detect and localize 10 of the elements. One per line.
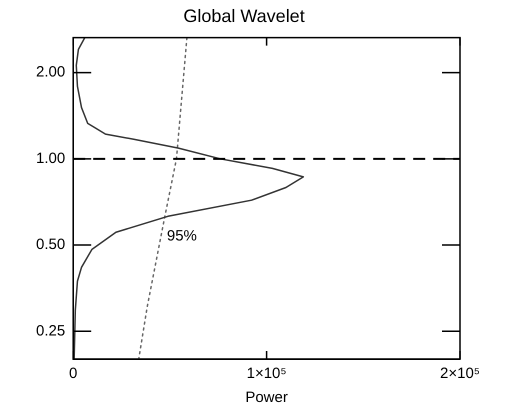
series-label: 95%: [166, 227, 197, 244]
y-tick-label: 1.00: [36, 150, 66, 167]
x-axis-title: Power: [245, 389, 288, 406]
x-tick-label: 1×10⁵: [246, 365, 287, 382]
x-tick-label: 0: [69, 365, 78, 382]
chart-title: Global Wavelet: [183, 6, 305, 26]
y-tick-label: 0.25: [36, 322, 66, 340]
x-tick-label: 2×10⁵: [440, 365, 480, 382]
y-tick-label: 2.00: [36, 64, 66, 81]
y-tick-label: 0.50: [36, 236, 66, 254]
